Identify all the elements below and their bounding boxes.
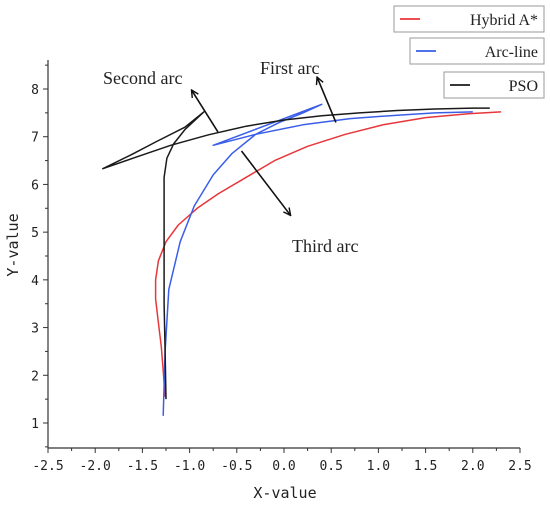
legend: Hybrid A* Arc-line PSO	[393, 5, 545, 99]
annotations: Second arc First arc Third arc	[103, 58, 358, 256]
x-axis-label: X-value	[253, 484, 316, 502]
y-tick-label: 8	[31, 83, 39, 98]
x-tick-label: -0.5	[221, 459, 252, 474]
annotation-text: First arc	[260, 58, 319, 78]
x-ticks: -2.5 -2.0 -1.5 -1.0 -0.5 0.0 0.5 1.0 1.5 2.0 2.5	[32, 448, 532, 474]
series-lines	[102, 103, 502, 416]
y-axis-label: Y-value	[4, 213, 22, 276]
x-tick-label: 2.5	[508, 459, 531, 474]
x-tick-label: 1.0	[367, 459, 390, 474]
x-tick-label: 2.0	[461, 459, 484, 474]
y-tick-label: 5	[31, 226, 39, 241]
series-line-arc-line	[162, 103, 473, 416]
y-tick-label: 1	[31, 417, 39, 432]
annotation-arrow	[240, 150, 291, 215]
x-tick-label: 0.5	[319, 459, 342, 474]
annotation-arrow	[317, 77, 337, 123]
x-tick-label: -1.0	[174, 459, 205, 474]
x-tick-label: 0.0	[272, 459, 295, 474]
y-tick-label: 3	[31, 322, 39, 337]
legend-label: Hybrid A*	[470, 12, 538, 29]
annotation-text: Second arc	[103, 68, 182, 88]
y-tick-label: 2	[31, 369, 39, 384]
y-tick-label: 7	[31, 131, 39, 146]
y-tick-label: 6	[31, 178, 39, 193]
annotation-arrow	[191, 90, 219, 133]
y-ticks: 1 2 3 4 5 6 7 8	[31, 64, 48, 448]
legend-box	[409, 37, 545, 65]
y-tick-label: 4	[31, 274, 39, 289]
x-tick-label: -1.5	[127, 459, 158, 474]
legend-label: PSO	[509, 78, 538, 95]
series-line-pso	[102, 107, 490, 400]
legend-label: Arc-line	[485, 44, 538, 61]
x-tick-label: -2.0	[80, 459, 111, 474]
annotation-text: Third arc	[292, 236, 358, 256]
x-tick-label: -2.5	[32, 459, 63, 474]
series-line-hybrid-a	[154, 111, 502, 397]
x-tick-label: 1.5	[414, 459, 437, 474]
